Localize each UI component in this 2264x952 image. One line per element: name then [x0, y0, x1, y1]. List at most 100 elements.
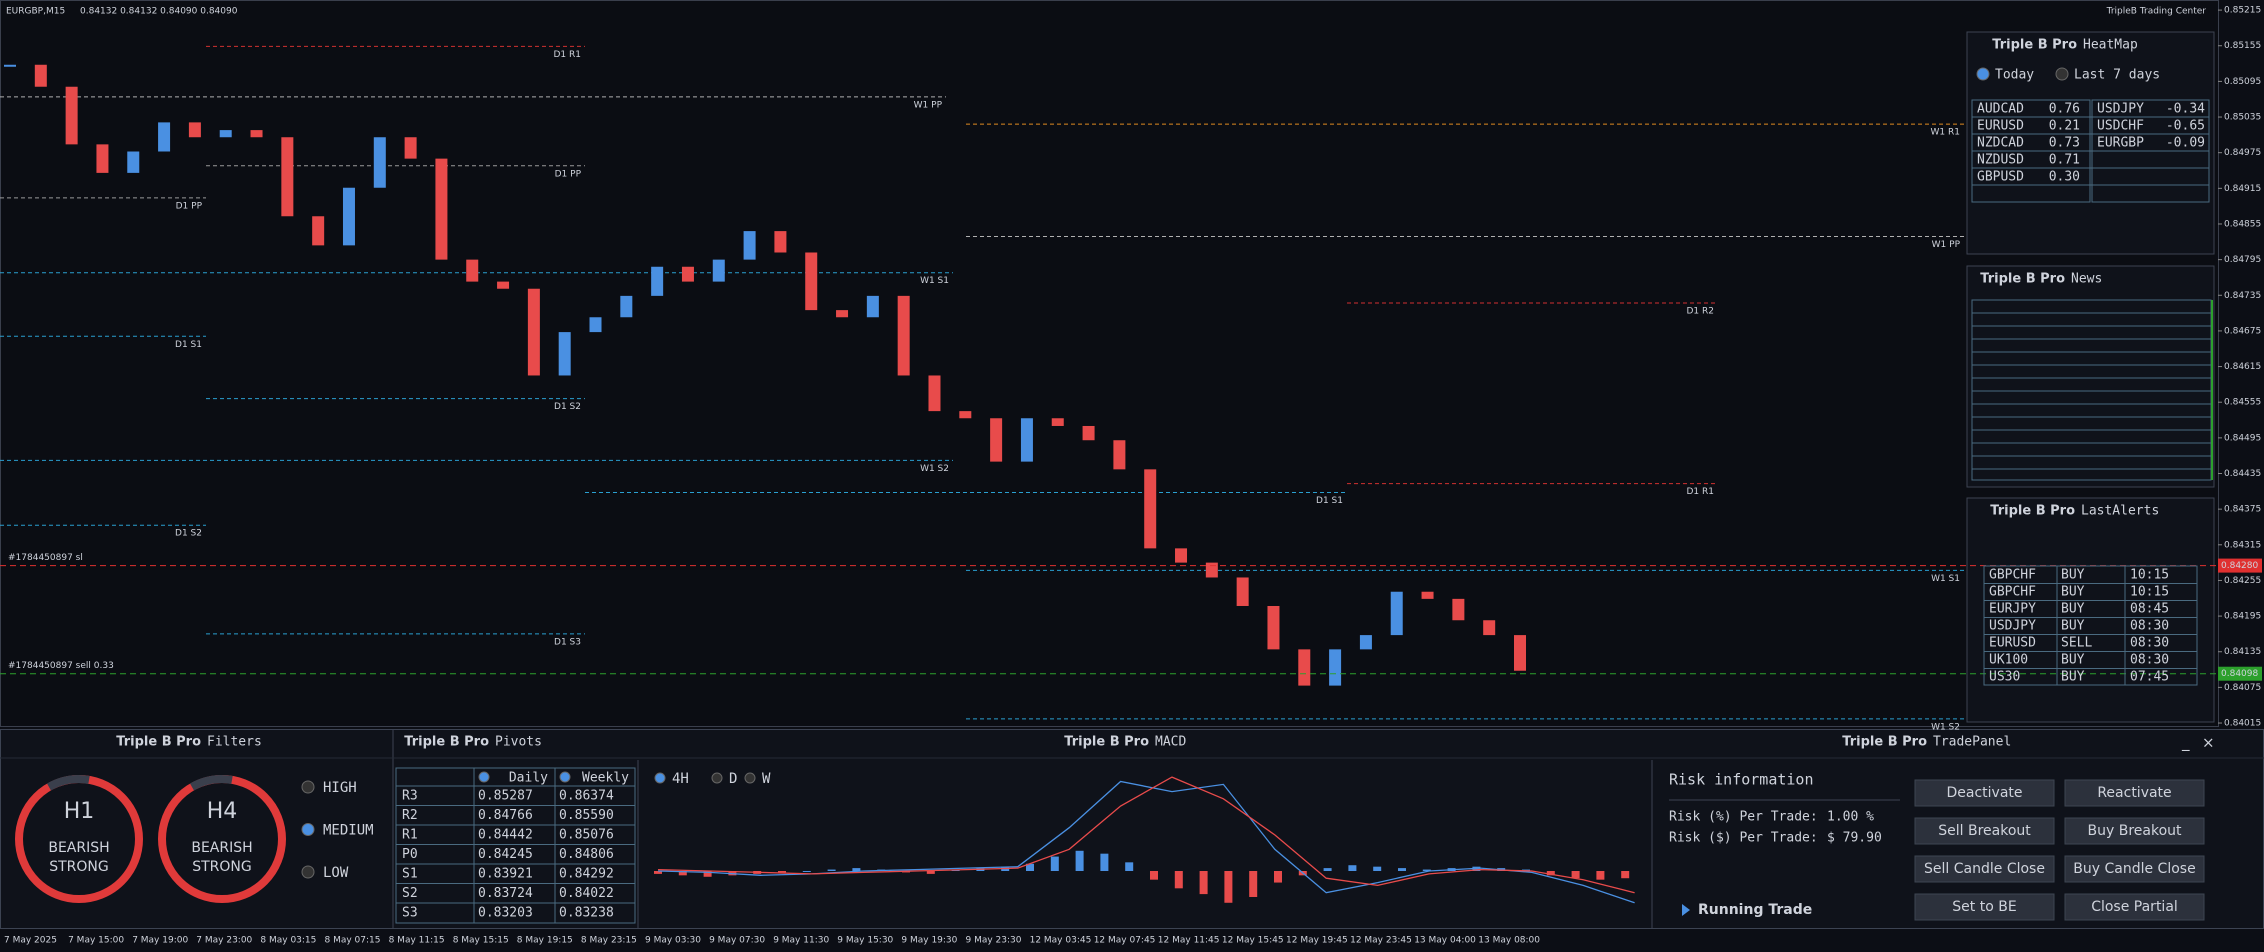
button-label[interactable]: Buy Candle Close — [2073, 861, 2195, 877]
candle — [1298, 649, 1311, 686]
radio[interactable] — [301, 865, 315, 879]
button-label[interactable]: Sell Breakout — [1938, 823, 2031, 839]
button[interactable]: Set to BE — [1914, 893, 2055, 921]
x-tick-label: 13 May 08:00 — [1478, 936, 1540, 946]
pair: EURUSD — [1977, 119, 2024, 134]
macd-bar — [1249, 871, 1258, 897]
x-tick-label: 9 May 23:30 — [966, 936, 1022, 946]
button[interactable]: Close Partial — [2064, 893, 2205, 921]
radio-label[interactable]: 4H — [672, 771, 689, 787]
macd-bar — [1199, 871, 1208, 895]
candle — [651, 266, 664, 296]
button-label[interactable]: Buy Breakout — [2088, 823, 2183, 839]
window-control[interactable]: _ — [2181, 734, 2190, 753]
radio[interactable] — [559, 771, 571, 783]
strength: -0.34 — [2166, 102, 2205, 117]
window-control[interactable]: × — [2202, 734, 2215, 752]
price-tag — [2218, 666, 2262, 681]
y-tick-label: 0.85215 — [2224, 6, 2261, 16]
radio[interactable] — [1976, 67, 1990, 81]
panel-brand: Triple B Pro — [1990, 504, 2075, 519]
panel-brand: Triple B Pro — [404, 735, 489, 750]
button-face[interactable] — [2064, 893, 2205, 921]
button[interactable]: Reactivate — [2064, 779, 2205, 807]
trade-text: Risk ($) Per Trade: — [1669, 831, 1818, 846]
radio-label[interactable]: Last 7 days — [2074, 68, 2160, 83]
button-face[interactable] — [1914, 817, 2055, 845]
button[interactable]: Buy Breakout — [2064, 817, 2205, 845]
button-face[interactable] — [1914, 893, 2055, 921]
panel-brand: Triple B Pro — [1992, 38, 2077, 53]
pivot-level-label: D1 S1 — [1316, 496, 1343, 506]
button-face[interactable] — [2064, 855, 2205, 883]
radio-label[interactable]: HIGH — [323, 780, 357, 796]
alert-cell: EURUSD — [1989, 636, 2036, 651]
candle — [774, 231, 787, 253]
candle — [589, 317, 602, 333]
alert-cell: 10:15 — [2130, 585, 2169, 600]
button-face[interactable] — [2064, 817, 2205, 845]
y-tick-label: 0.84435 — [2224, 469, 2261, 479]
pivot-level-label: W1 S2 — [920, 464, 949, 474]
button-label[interactable]: Reactivate — [2097, 785, 2171, 801]
radio-label[interactable]: W — [762, 771, 771, 787]
button-face[interactable] — [2064, 779, 2205, 807]
x-tick-label: 13 May 04:00 — [1414, 936, 1476, 946]
candle — [1483, 620, 1496, 636]
button-face[interactable] — [1914, 779, 2055, 807]
pivot-level-label: W1 S1 — [1931, 574, 1960, 584]
radio[interactable] — [478, 771, 490, 783]
button-label[interactable]: Set to BE — [1952, 899, 2016, 915]
radio[interactable] — [711, 772, 723, 784]
panel-title: TradePanel — [1933, 735, 2011, 750]
y-tick-label: 0.85035 — [2224, 113, 2261, 123]
button-label[interactable]: Close Partial — [2091, 899, 2178, 915]
radio[interactable] — [654, 772, 666, 784]
candle — [1082, 425, 1095, 441]
radio[interactable] — [301, 823, 315, 836]
button-label[interactable]: Deactivate — [1946, 785, 2022, 801]
radio[interactable] — [301, 780, 315, 794]
pivot-value: 0.84766 — [478, 808, 533, 823]
pivot-name: R3 — [402, 789, 418, 804]
candle — [1051, 418, 1064, 426]
button[interactable]: Sell Candle Close — [1914, 855, 2055, 883]
button-face[interactable] — [1914, 855, 2055, 883]
x-tick-label: 9 May 19:30 — [901, 936, 957, 946]
button[interactable]: Buy Candle Close — [2064, 855, 2205, 883]
radio-label[interactable]: MEDIUM — [323, 823, 374, 839]
running-trade[interactable]: Running Trade — [1698, 902, 1812, 918]
macd-bar — [1274, 871, 1282, 883]
macd-bar — [1100, 853, 1109, 871]
panel-title: Pivots — [495, 735, 542, 750]
trade-text: Risk information — [1669, 771, 1814, 789]
alert-cell: BUY — [2061, 602, 2085, 617]
candle — [373, 137, 386, 188]
x-tick-label: 12 May 19:45 — [1286, 936, 1348, 946]
radio-label[interactable]: LOW — [323, 865, 349, 881]
radio[interactable] — [2055, 67, 2069, 81]
radio-label[interactable]: Today — [1995, 68, 2034, 83]
macd-bar — [852, 868, 861, 871]
pair: USDJPY — [2097, 102, 2144, 117]
price-tag-label: 0.84098 — [2221, 669, 2258, 679]
button[interactable]: Deactivate — [1914, 779, 2055, 807]
alerts-table — [1983, 565, 2198, 686]
candle — [127, 151, 140, 173]
x-tick-label: 7 May 23:00 — [196, 936, 252, 946]
button-label[interactable]: Sell Candle Close — [1924, 861, 2045, 877]
y-tick-label: 0.84675 — [2224, 326, 2261, 336]
macd-bar — [1125, 862, 1134, 871]
column-header: Weekly — [582, 771, 629, 786]
button[interactable]: Sell Breakout — [1914, 817, 2055, 845]
radio-label[interactable]: D — [729, 771, 737, 787]
strength: 0.76 — [2049, 102, 2080, 117]
pivot-name: S3 — [402, 906, 418, 921]
alert-cell: UK100 — [1989, 653, 2028, 668]
candle — [1020, 418, 1033, 462]
candle — [158, 122, 171, 152]
radio[interactable] — [744, 772, 756, 784]
pivot-value: 0.86374 — [559, 789, 614, 804]
gauge-state: BEARISH — [48, 840, 109, 856]
